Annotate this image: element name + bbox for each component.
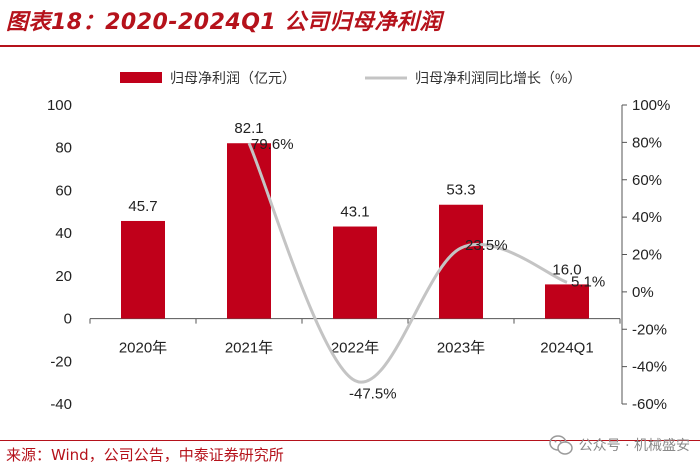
legend: 归母净利润（亿元） 归母净利润同比增长（%）	[120, 70, 581, 86]
bar-value-label: 82.1	[234, 120, 263, 137]
y-left-tick-label: 100	[47, 97, 72, 114]
line-series	[247, 142, 568, 384]
y-right-tick-label: 100%	[632, 97, 670, 114]
y-right-tick-label: 80%	[632, 134, 662, 151]
y-left-tick-label: 80	[55, 140, 72, 157]
y-left-tick-label: 0	[64, 311, 72, 328]
growth-value-label: 5.1%	[571, 273, 605, 290]
x-tick-label: 2021年	[225, 340, 273, 357]
bar-series	[121, 143, 589, 319]
bar-value-label: 43.1	[340, 204, 369, 221]
y-right-tick-label: 0%	[632, 284, 654, 301]
footer-divider	[0, 440, 700, 441]
y-right-tick-label: -60%	[632, 396, 667, 413]
chart-area: 归母净利润（亿元） 归母净利润同比增长（%） -40 -20 0 20 40 60 80 100…	[47, 70, 670, 413]
y-left-tick-label: 60	[55, 182, 72, 199]
legend-bar-swatch	[120, 72, 162, 83]
title-divider	[0, 45, 700, 47]
y-left-tick-label: -20	[50, 353, 72, 370]
growth-value-label: 79.6%	[251, 136, 294, 153]
data-labels: 45.7 82.1 43.1 53.3 16.0 79.6% -47.5% 23.5% 5.1%	[128, 120, 605, 402]
y-right-tick-label: -20%	[632, 321, 667, 338]
bar-value-label: 16.0	[552, 261, 581, 278]
growth-value-label: -47.5%	[349, 386, 397, 403]
y-left-tick-label: 20	[55, 268, 72, 285]
watermark: 公众号 · 机械盛安	[548, 434, 690, 456]
bar	[227, 143, 271, 319]
source-note: 来源：Wind，公司公告，中泰证券研究所	[6, 446, 284, 464]
bar	[545, 284, 589, 319]
y-left-tick-label: 40	[55, 225, 72, 242]
legend-line-label: 归母净利润同比增长（%）	[415, 70, 581, 86]
y-right-tick-label: 20%	[632, 247, 662, 264]
y-left-tick-label: -40	[50, 396, 72, 413]
y-right-tick-label: -40%	[632, 359, 667, 376]
legend-bar-label: 归母净利润（亿元）	[170, 70, 296, 86]
growth-value-label: 23.5%	[465, 237, 508, 254]
wechat-icon	[548, 435, 573, 455]
chart-title: 图表18：2020-2024Q1 公司归母净利润	[6, 10, 442, 35]
x-tick-label: 2022年	[331, 340, 379, 357]
x-tick-label: 2020年	[119, 340, 167, 357]
y-right-tick-label: 40%	[632, 209, 662, 226]
axes: -40 -20 0 20 40 60 80 100 -60% -40% -20% 0% 20% 40% 60…	[47, 97, 670, 413]
watermark-text: 公众号 · 机械盛安	[578, 438, 690, 454]
bar	[121, 220, 165, 319]
bar-value-label: 45.7	[128, 198, 157, 215]
bar	[333, 226, 377, 319]
bar-value-label: 53.3	[446, 182, 475, 199]
x-tick-label: 2023年	[437, 340, 485, 357]
y-right-tick-label: 60%	[632, 172, 662, 189]
growth-line	[247, 142, 568, 384]
x-tick-label: 2024Q1	[540, 340, 593, 357]
